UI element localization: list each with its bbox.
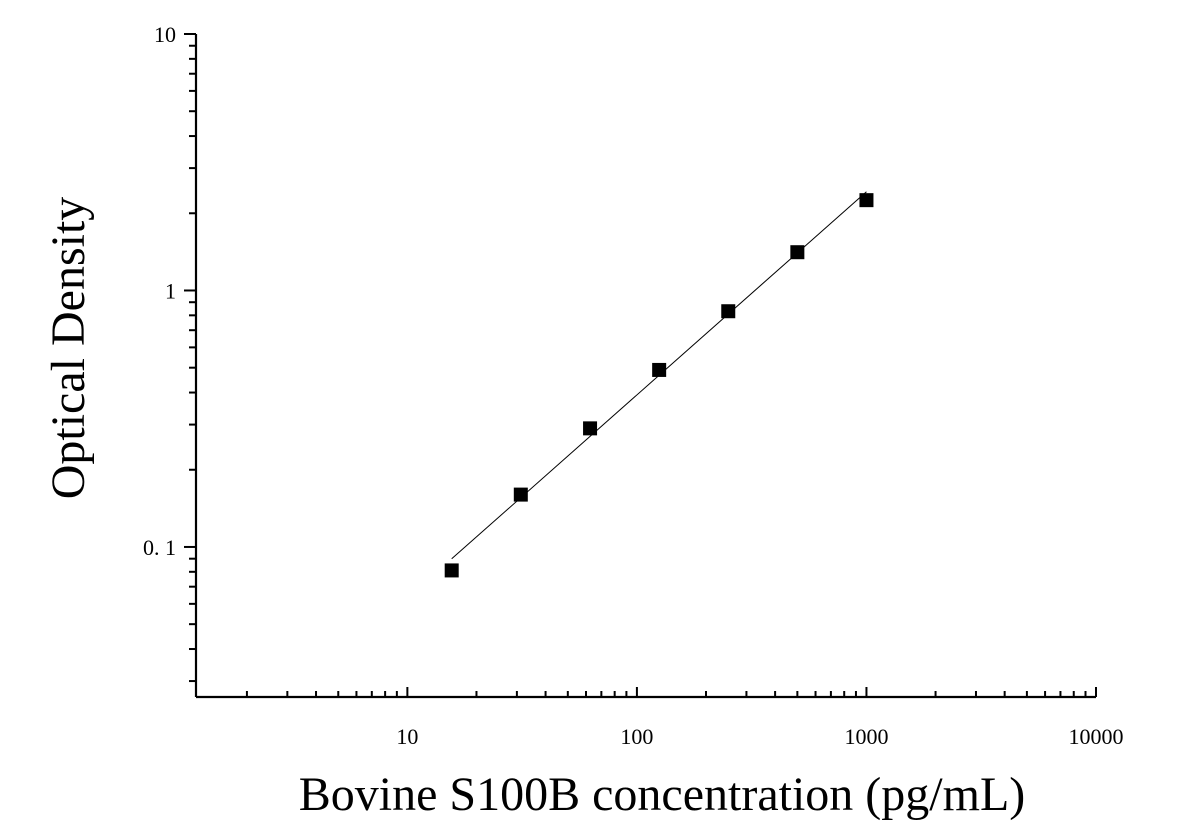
y-tick-label: 1 (165, 278, 176, 303)
y-axis-label: Optical Density (42, 197, 95, 500)
data-point-marker (859, 193, 874, 208)
x-tick-label: 10 (396, 724, 418, 749)
data-point-marker (513, 487, 528, 502)
y-tick-label: 0. 1 (143, 535, 176, 560)
tick-labels: 10 100 1000 10000 0. 1 1 10 (143, 22, 1124, 749)
data-points (444, 193, 874, 578)
y-tick-label: 10 (154, 22, 176, 47)
data-point-marker (652, 362, 667, 377)
axis-ticks (184, 33, 1097, 697)
data-point-marker (721, 304, 736, 319)
data-point-marker (790, 245, 805, 260)
x-axis-label: Bovine S100B concentration (pg/mL) (299, 768, 1026, 821)
x-tick-label: 1000 (844, 724, 888, 749)
data-point-marker (583, 421, 598, 436)
axes (194, 34, 1096, 699)
data-point-marker (444, 563, 459, 578)
x-tick-label: 10000 (1069, 724, 1124, 749)
x-tick-label: 100 (620, 724, 653, 749)
